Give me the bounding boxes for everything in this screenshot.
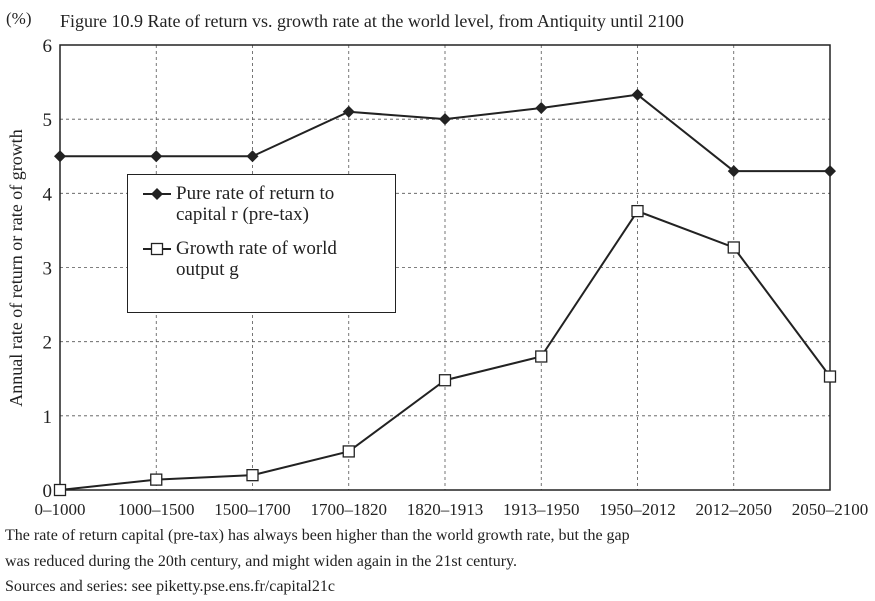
caption: was reduced during the 20th century, and… <box>5 553 518 570</box>
legend-entry: Growth rate of world output g <box>142 238 389 280</box>
marker <box>535 350 548 363</box>
marker <box>438 374 452 387</box>
y-tick-label: 6 <box>43 36 53 57</box>
caption: The rate of return capital (pre-tax) has… <box>5 527 630 544</box>
marker <box>53 483 67 497</box>
marker <box>631 88 644 101</box>
source: Sources and series: see piketty.pse.ens.… <box>5 578 335 595</box>
y-tick-label: 3 <box>43 259 53 280</box>
legend-swatch <box>143 242 171 256</box>
x-tick-label: 0–1000 <box>35 500 86 519</box>
marker <box>246 150 259 163</box>
marker <box>824 165 836 178</box>
marker <box>150 150 163 163</box>
marker <box>439 113 451 126</box>
marker <box>150 242 164 256</box>
chart: (%) Figure 10.9 Rate of return vs. growt… <box>6 9 869 519</box>
y-tick-label: 5 <box>43 110 53 131</box>
marker <box>727 241 740 254</box>
y-tick-label: 2 <box>43 333 53 354</box>
chart-title: Figure 10.9 Rate of return vs. growth ra… <box>60 11 684 31</box>
y-axis-label: Annual rate of return or rate of growth <box>6 129 26 406</box>
marker <box>342 445 355 458</box>
marker <box>246 469 259 482</box>
y-unit: (%) <box>6 9 31 28</box>
marker <box>727 165 740 178</box>
marker <box>150 473 163 486</box>
marker <box>631 204 644 218</box>
x-tick-label: 1820–1913 <box>407 500 484 519</box>
marker <box>54 150 66 163</box>
x-tick-label: 1913–1950 <box>503 500 580 519</box>
legend-swatch <box>143 188 171 200</box>
legend-entry: Pure rate of return to capital r (pre-ta… <box>142 183 389 225</box>
legend: Pure rate of return to capital r (pre-ta… <box>127 174 396 313</box>
legend-label: Pure rate of return to capital r (pre-ta… <box>176 183 335 225</box>
y-tick-label: 4 <box>43 184 53 205</box>
x-tick-label: 2012–2050 <box>696 500 773 519</box>
marker <box>823 370 837 383</box>
x-tick-label: 1950–2012 <box>599 500 676 519</box>
marker <box>535 102 548 115</box>
y-tick-label: 1 <box>43 407 53 428</box>
y-tick-label: 0 <box>43 481 53 502</box>
plot-frame <box>59 44 831 491</box>
legend-label: Growth rate of world output g <box>176 238 337 280</box>
x-tick-label: 2050–2100 <box>792 500 869 519</box>
marker <box>342 105 355 118</box>
marker <box>151 188 163 200</box>
x-tick-label: 1700–1820 <box>311 500 388 519</box>
x-tick-label: 1500–1700 <box>214 500 291 519</box>
x-tick-label: 1000–1500 <box>118 500 195 519</box>
